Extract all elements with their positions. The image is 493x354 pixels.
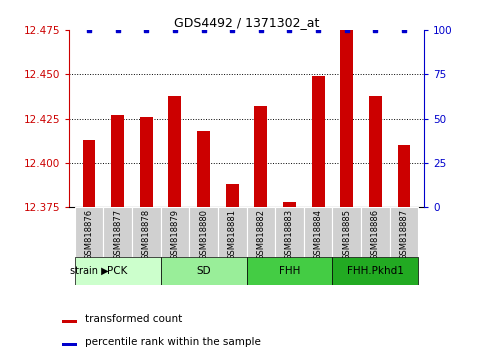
Bar xyxy=(62,343,76,346)
Point xyxy=(142,27,150,33)
Text: percentile rank within the sample: percentile rank within the sample xyxy=(85,337,261,347)
Text: FHH.Pkhd1: FHH.Pkhd1 xyxy=(347,266,404,276)
Bar xyxy=(132,207,161,257)
Point xyxy=(343,27,351,33)
Point xyxy=(257,27,265,33)
Text: PCK: PCK xyxy=(107,266,128,276)
Bar xyxy=(75,257,161,285)
Text: GSM818878: GSM818878 xyxy=(142,209,151,260)
Point xyxy=(400,27,408,33)
Point xyxy=(171,27,179,33)
Point xyxy=(200,27,208,33)
Point xyxy=(228,27,236,33)
Text: transformed count: transformed count xyxy=(85,314,182,324)
Point xyxy=(285,27,293,33)
Text: GSM818882: GSM818882 xyxy=(256,209,265,259)
Bar xyxy=(75,207,104,257)
Bar xyxy=(218,207,246,257)
Text: strain ▶: strain ▶ xyxy=(70,266,108,276)
Text: GSM818881: GSM818881 xyxy=(228,209,237,259)
Bar xyxy=(111,115,124,207)
Bar xyxy=(140,117,153,207)
Point xyxy=(85,27,93,33)
Text: GSM818879: GSM818879 xyxy=(171,209,179,259)
Text: GSM818884: GSM818884 xyxy=(314,209,322,259)
Bar xyxy=(254,106,267,207)
Text: SD: SD xyxy=(196,266,211,276)
Bar xyxy=(397,145,410,207)
Bar xyxy=(275,207,304,257)
Bar xyxy=(104,207,132,257)
Bar xyxy=(312,76,324,207)
Text: GSM818877: GSM818877 xyxy=(113,209,122,260)
Text: GSM818880: GSM818880 xyxy=(199,209,208,259)
Text: GSM818876: GSM818876 xyxy=(85,209,94,260)
Bar xyxy=(361,207,389,257)
Bar xyxy=(332,257,418,285)
Text: GSM818886: GSM818886 xyxy=(371,209,380,260)
Bar xyxy=(161,207,189,257)
Text: GSM818883: GSM818883 xyxy=(285,209,294,260)
Title: GDS4492 / 1371302_at: GDS4492 / 1371302_at xyxy=(174,16,319,29)
Text: FHH: FHH xyxy=(279,266,300,276)
Bar xyxy=(340,30,353,207)
Bar xyxy=(283,202,296,207)
Bar xyxy=(389,207,418,257)
Bar xyxy=(169,96,181,207)
Text: GSM818885: GSM818885 xyxy=(342,209,351,259)
Bar xyxy=(189,207,218,257)
Point xyxy=(371,27,379,33)
Bar xyxy=(62,320,76,323)
Bar xyxy=(246,257,332,285)
Text: GSM818887: GSM818887 xyxy=(399,209,408,260)
Bar xyxy=(83,140,96,207)
Point xyxy=(114,27,122,33)
Bar xyxy=(304,207,332,257)
Bar xyxy=(161,257,246,285)
Bar xyxy=(332,207,361,257)
Bar xyxy=(226,184,239,207)
Bar xyxy=(246,207,275,257)
Bar xyxy=(197,131,210,207)
Bar xyxy=(369,96,382,207)
Point xyxy=(314,27,322,33)
